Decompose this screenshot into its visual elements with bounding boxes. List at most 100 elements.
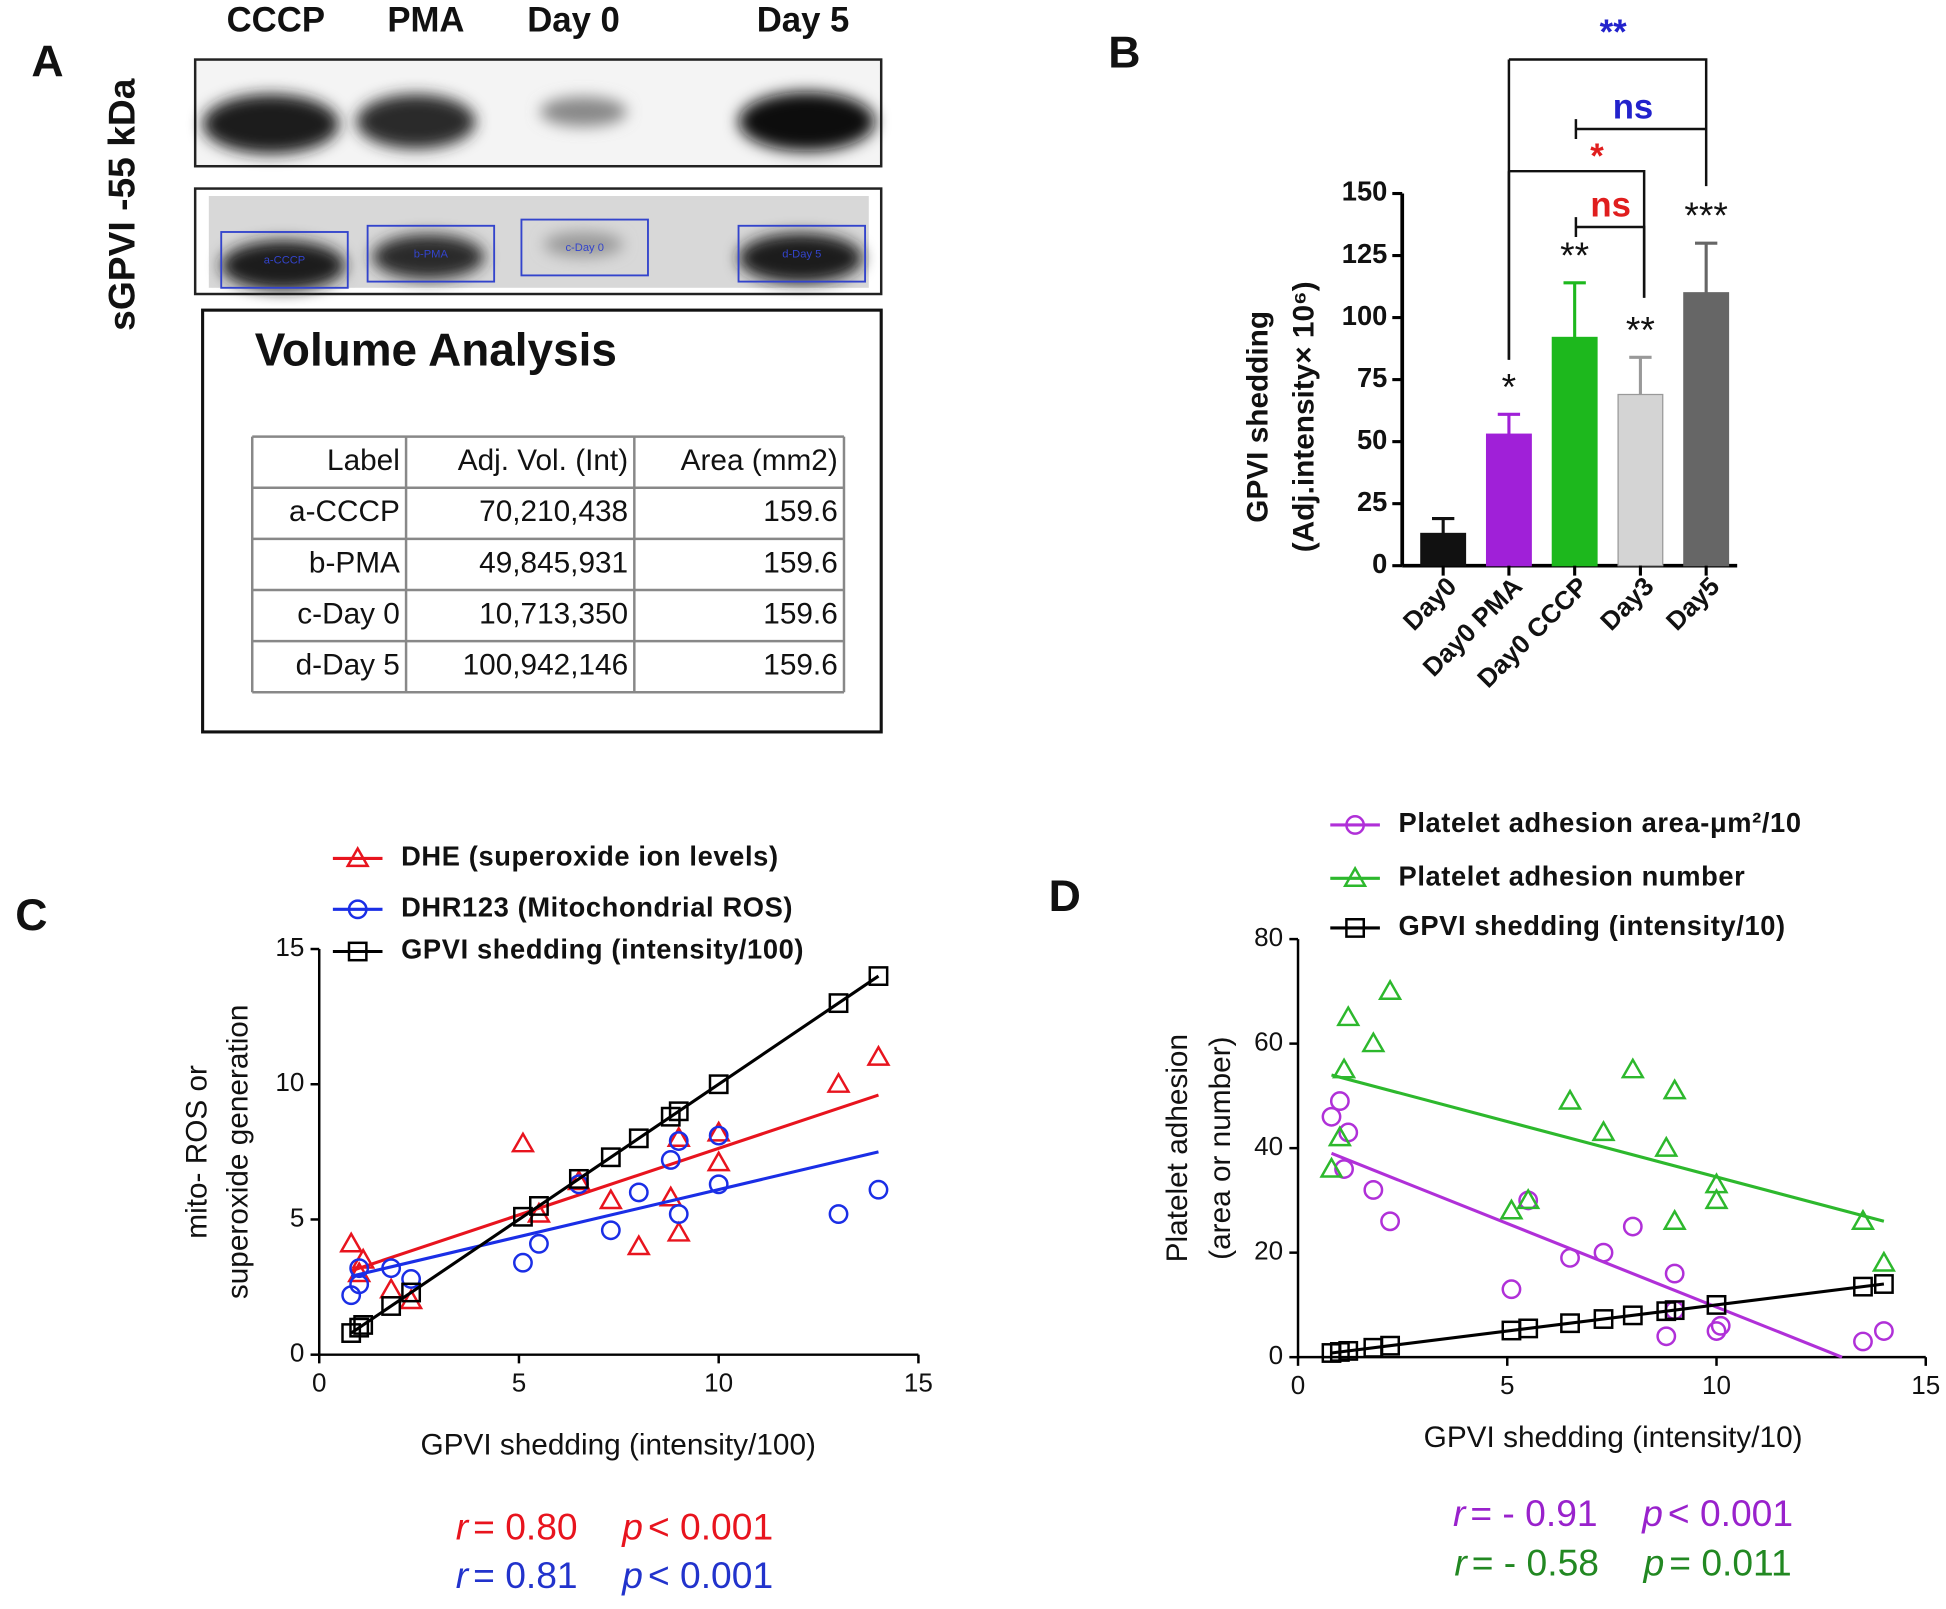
point: [868, 966, 889, 986]
point: [529, 1233, 549, 1254]
panel-label: D: [1049, 872, 1081, 921]
point: [658, 1185, 683, 1207]
point: [668, 1131, 689, 1151]
table-header: Label: [327, 444, 400, 477]
x-axis-label: GPVI shedding (intensity/100): [420, 1428, 815, 1461]
stat-part: p: [621, 1505, 643, 1547]
point: [598, 1188, 623, 1210]
y-tick-label: 125: [1342, 238, 1388, 269]
significance: ***: [1684, 194, 1727, 236]
stat-part: < 0.001: [648, 1554, 773, 1596]
point: [708, 1074, 729, 1095]
y-tick-label: 5: [290, 1202, 304, 1232]
stat-line: r = 0.81 p < 0.001: [456, 1554, 773, 1596]
point: [1704, 1187, 1729, 1210]
table-cell: a-CCCP: [289, 495, 400, 528]
point: [866, 1044, 891, 1066]
legend-marker: [345, 846, 370, 868]
stat-part: < 0.001: [648, 1505, 773, 1547]
point: [1622, 1305, 1643, 1326]
comparison-label: *: [1590, 138, 1604, 176]
y-axis-label: (area or number): [1204, 1036, 1237, 1259]
fit-line: [350, 1093, 879, 1273]
error-bar: [1695, 241, 1718, 293]
point: [1706, 1294, 1727, 1315]
table-header: Adj. Vol. (Int): [458, 444, 628, 477]
point: [868, 1179, 889, 1200]
comparison-label: **: [1600, 14, 1628, 52]
comparison-label: ns: [1590, 186, 1631, 224]
fit-line: [1331, 1282, 1885, 1355]
box-label: d-Day 5: [782, 248, 821, 260]
point: [826, 1071, 851, 1093]
box-label: c-Day 0: [565, 242, 603, 254]
point: [600, 1147, 621, 1168]
stat-part: = - 0.58: [1472, 1541, 1599, 1583]
point: [526, 1201, 551, 1223]
point: [568, 1168, 589, 1189]
point: [513, 1252, 533, 1273]
lane-label: CCCP: [227, 2, 325, 40]
y-tick-label: 50: [1357, 424, 1387, 455]
point: [1361, 1031, 1386, 1053]
x-tick-label: 5: [1500, 1370, 1515, 1400]
y-tick-label: 80: [1254, 922, 1283, 952]
y-axis-label: superoxide generation: [222, 1005, 255, 1300]
stat-part: p: [621, 1554, 643, 1596]
point: [1334, 1159, 1354, 1179]
error-bar: [1497, 412, 1521, 435]
point: [1654, 1135, 1679, 1157]
point: [339, 1231, 364, 1253]
x-tick-label: Day3: [1594, 571, 1659, 636]
table-cell: 49,845,931: [479, 546, 628, 579]
y-tick-label: 100: [1342, 300, 1388, 331]
point: [1516, 1187, 1541, 1210]
point: [1363, 1180, 1384, 1200]
y-tick-label: 75: [1357, 362, 1387, 393]
point: [1380, 1211, 1401, 1232]
point: [628, 1182, 649, 1203]
legend-label: Platelet adhesion area-μm²/10: [1399, 807, 1802, 838]
point: [1329, 1091, 1350, 1112]
legend-marker: [1343, 865, 1368, 887]
point: [1557, 1088, 1583, 1110]
point: [566, 1169, 591, 1191]
point: [401, 1282, 422, 1303]
point: [666, 1220, 691, 1242]
legend-label: DHR123 (Mitochondrial ROS): [401, 892, 793, 923]
legend-label: GPVI shedding (intensity/100): [401, 934, 804, 965]
panel-label: B: [1108, 29, 1140, 78]
table-cell: 70,210,438: [479, 495, 628, 528]
fit-line: [1331, 1073, 1885, 1223]
point: [1319, 1156, 1344, 1178]
stat-part: = 0.81: [473, 1554, 577, 1596]
box-label: a-CCCP: [264, 254, 306, 266]
x-tick-label: Day5: [1660, 571, 1725, 636]
y-tick-label: 10: [275, 1067, 304, 1097]
stat-part: = 0.011: [1669, 1541, 1791, 1583]
comparison-label: ns: [1613, 88, 1654, 126]
lane-label: Day 0: [527, 2, 620, 40]
point: [1501, 1279, 1522, 1300]
table-cell: d-Day 5: [296, 649, 400, 682]
bar: [1485, 433, 1532, 567]
stat-part: = - 0.91: [1470, 1492, 1597, 1534]
blot-upper: [193, 58, 883, 168]
stat-part: = 0.80: [473, 1505, 577, 1547]
volume-title: Volume Analysis: [255, 324, 617, 376]
table-cell: 159.6: [763, 495, 838, 528]
point: [1710, 1315, 1731, 1336]
point: [668, 1204, 689, 1224]
point: [1622, 1216, 1643, 1237]
y-axis-label: Platelet adhesion: [1161, 1034, 1194, 1262]
y-tick-label: 60: [1254, 1026, 1283, 1056]
point: [510, 1131, 536, 1153]
y-tick-label: 0: [1372, 548, 1387, 579]
x-tick-label: 10: [704, 1367, 733, 1397]
stat-line: r = - 0.91 p < 0.001: [1453, 1492, 1793, 1534]
point: [1321, 1106, 1342, 1127]
panel-label: A: [31, 37, 63, 86]
point: [706, 1150, 731, 1172]
bar: [1617, 393, 1664, 567]
significance: *: [1502, 365, 1516, 407]
